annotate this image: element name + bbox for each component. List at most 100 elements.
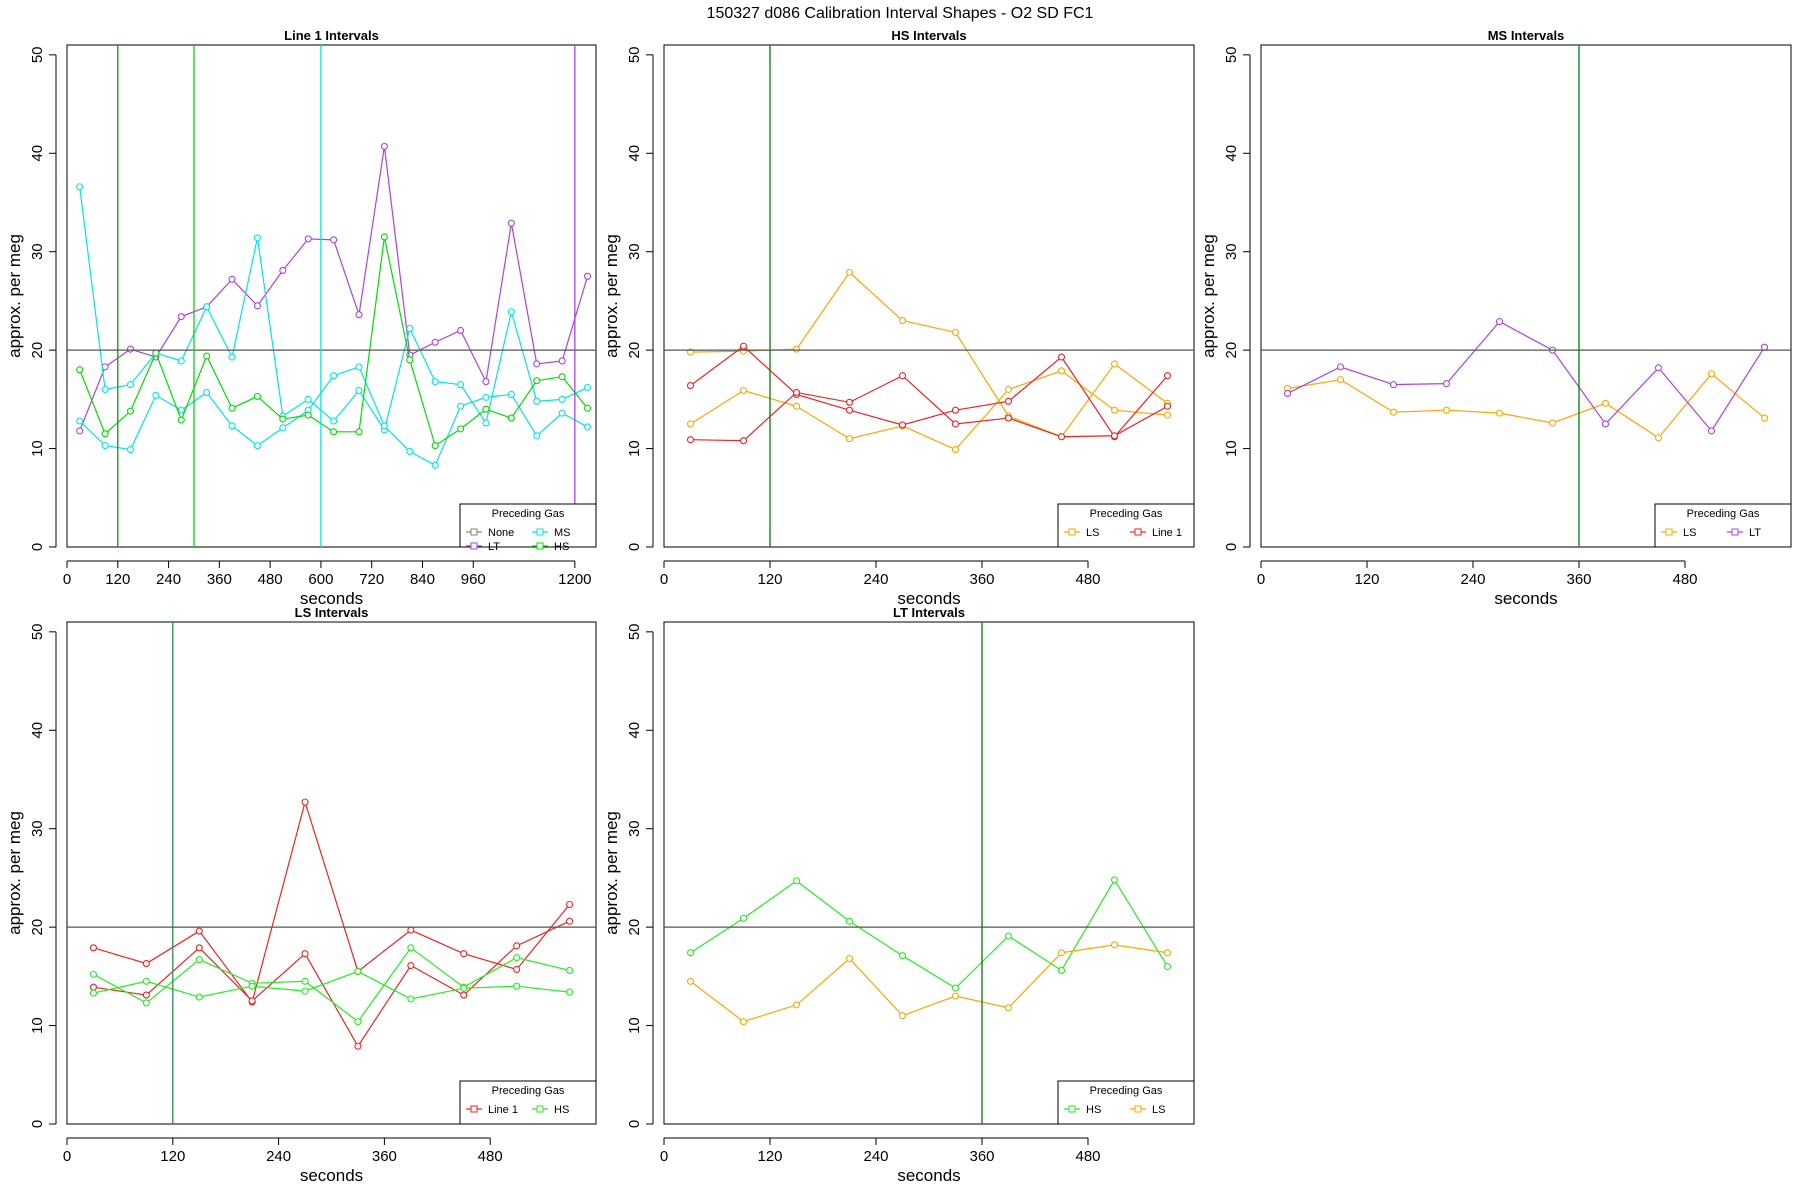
y-tick-label: 10 [626, 1017, 643, 1034]
x-tick-label: 360 [1566, 571, 1591, 588]
data-point [177, 416, 185, 424]
data-point [845, 406, 854, 414]
data-point [686, 977, 695, 985]
series-line-line-1 [93, 799, 571, 1004]
data-point [76, 427, 84, 435]
data-point [330, 236, 338, 244]
data-point [513, 954, 521, 962]
y-tick-label: 40 [626, 145, 643, 162]
series-line-lt [1287, 320, 1766, 432]
data-point [951, 992, 960, 1000]
data-point [739, 386, 748, 395]
data-point [739, 914, 748, 922]
data-point [380, 422, 388, 430]
data-point [89, 983, 97, 991]
y-tick-label: 20 [626, 342, 643, 359]
data-point [686, 382, 695, 390]
chart-panel-2: HS Intervals 0 120 240 360 480 seconds 0 10 20 30 4… [602, 28, 1195, 608]
legend-swatch-marker [470, 542, 478, 550]
y-tick-label: 10 [29, 1017, 46, 1034]
data-point [457, 425, 465, 433]
data-point [89, 970, 97, 978]
data-point [1389, 381, 1398, 389]
data-point [792, 1001, 801, 1009]
data-point [248, 997, 256, 1005]
data-point [739, 1018, 748, 1026]
data-point [101, 385, 109, 394]
chart-panel-5: LT Intervals 0 120 240 360 480 seconds 0 10 20 30 4… [602, 605, 1195, 1185]
data-point [407, 944, 415, 952]
legend-entry-label: Line 1 [488, 1104, 518, 1116]
x-tick-label: 0 [63, 571, 71, 588]
data-point [142, 991, 150, 999]
data-point [406, 447, 414, 456]
x-tick-label: 480 [478, 1148, 503, 1165]
data-point [76, 417, 84, 425]
data-point [89, 944, 97, 952]
plot-frame [66, 621, 597, 1125]
data-point [1495, 409, 1504, 417]
data-point [1163, 411, 1172, 419]
legend-entry-label: Line 1 [1152, 527, 1182, 539]
data-point [407, 961, 415, 970]
y-tick-label: 20 [29, 342, 46, 359]
data-point [1442, 406, 1451, 414]
data-point [1163, 402, 1172, 410]
x-tick-label: 240 [863, 1148, 888, 1165]
data-point [1057, 353, 1066, 361]
x-tick-label: 960 [461, 571, 486, 588]
data-point [355, 311, 363, 319]
data-point [1760, 414, 1769, 422]
data-point [792, 388, 801, 397]
y-axis-label: approx. per meg [5, 811, 24, 935]
legend-swatch-marker [536, 528, 544, 536]
legend-entry-label: HS [554, 541, 569, 553]
data-point [142, 960, 150, 968]
data-point [142, 977, 150, 985]
data-point [195, 993, 203, 1001]
data-point [558, 395, 566, 403]
chart-title: MS Intervals [1488, 28, 1565, 43]
data-point [177, 406, 185, 414]
data-point [1057, 949, 1066, 957]
legend-title: Preceding Gas [1090, 508, 1163, 520]
data-point [330, 372, 338, 380]
y-tick-label: 50 [29, 46, 46, 63]
data-point [739, 437, 748, 445]
data-point [279, 424, 287, 432]
chart-title: Line 1 Intervals [284, 28, 379, 43]
data-point [533, 377, 541, 385]
data-point [1004, 1004, 1013, 1012]
data-point [228, 422, 236, 430]
y-tick-label: 20 [29, 919, 46, 936]
data-point [482, 405, 490, 413]
data-point [845, 955, 854, 963]
legend-title: Preceding Gas [492, 508, 565, 520]
y-axis-label: approx. per meg [5, 234, 24, 358]
data-point [686, 949, 695, 957]
data-point [951, 328, 960, 336]
legend-swatch-marker [536, 1105, 544, 1113]
y-tick-label: 50 [626, 623, 643, 640]
y-tick-label: 10 [626, 440, 643, 457]
y-tick-label: 40 [29, 722, 46, 739]
data-point [533, 360, 541, 368]
x-axis-label: seconds [897, 589, 960, 608]
y-tick-label: 50 [626, 46, 643, 63]
data-point [1163, 949, 1172, 957]
plot-frame [663, 44, 1195, 548]
data-point [228, 353, 236, 361]
data-point [101, 430, 109, 438]
data-point [431, 461, 439, 469]
data-point [558, 357, 566, 365]
legend-swatch-marker [1731, 528, 1739, 536]
data-point [203, 388, 211, 397]
data-point [431, 378, 439, 386]
series-line-ls [690, 271, 1168, 438]
legend-swatch-marker [1134, 528, 1142, 536]
x-tick-label: 360 [372, 1148, 397, 1165]
y-tick-label: 30 [626, 820, 643, 837]
data-point [792, 402, 801, 410]
x-tick-label: 360 [969, 571, 994, 588]
x-tick-label: 600 [308, 571, 333, 588]
